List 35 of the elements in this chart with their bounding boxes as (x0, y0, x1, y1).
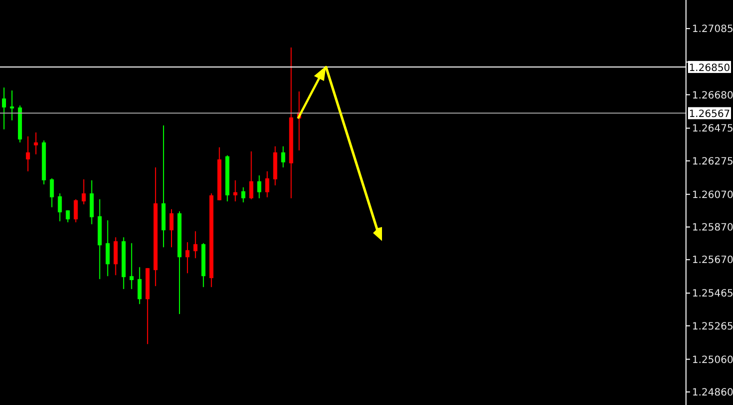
candlestick (82, 178, 86, 205)
y-tick-label: 1.27085 (692, 24, 733, 36)
candlestick (114, 236, 118, 276)
candlestick (185, 242, 190, 274)
candlestick (58, 192, 62, 222)
candlestick (50, 178, 54, 208)
y-tick-label: 1.25465 (692, 288, 733, 300)
ref-line-label: 1.26850 (688, 62, 730, 74)
y-tick-label: 1.25670 (692, 255, 733, 266)
candlestick (130, 242, 134, 290)
candlestick (193, 230, 198, 259)
candlestick (233, 180, 238, 202)
y-tick-label: 1.26275 (692, 156, 733, 168)
candlestick (241, 186, 246, 203)
candlestick (90, 180, 94, 225)
ref-line-label: 1.26567 (688, 109, 730, 120)
y-tick-label: 1.26070 (692, 190, 733, 201)
candlestick (265, 170, 270, 198)
candlestick (34, 132, 38, 155)
y-tick-label: 1.25870 (692, 222, 733, 234)
candlestick (138, 266, 142, 305)
candlestick (249, 150, 254, 200)
y-tick-label: 1.26680 (692, 90, 733, 102)
candlestick (10, 90, 14, 121)
candlestick (281, 146, 286, 168)
y-tick-label: 1.25265 (692, 321, 733, 332)
candlestick (106, 220, 110, 277)
candlestick (74, 198, 78, 223)
y-tick-label: 1.25060 (692, 354, 733, 366)
y-tick-label: 1.26475 (692, 124, 733, 135)
candlestick (170, 208, 174, 248)
candlestick (2, 87, 6, 130)
candlestick (26, 136, 30, 172)
y-tick-label: 1.24860 (692, 387, 733, 398)
candlestick (257, 174, 262, 199)
